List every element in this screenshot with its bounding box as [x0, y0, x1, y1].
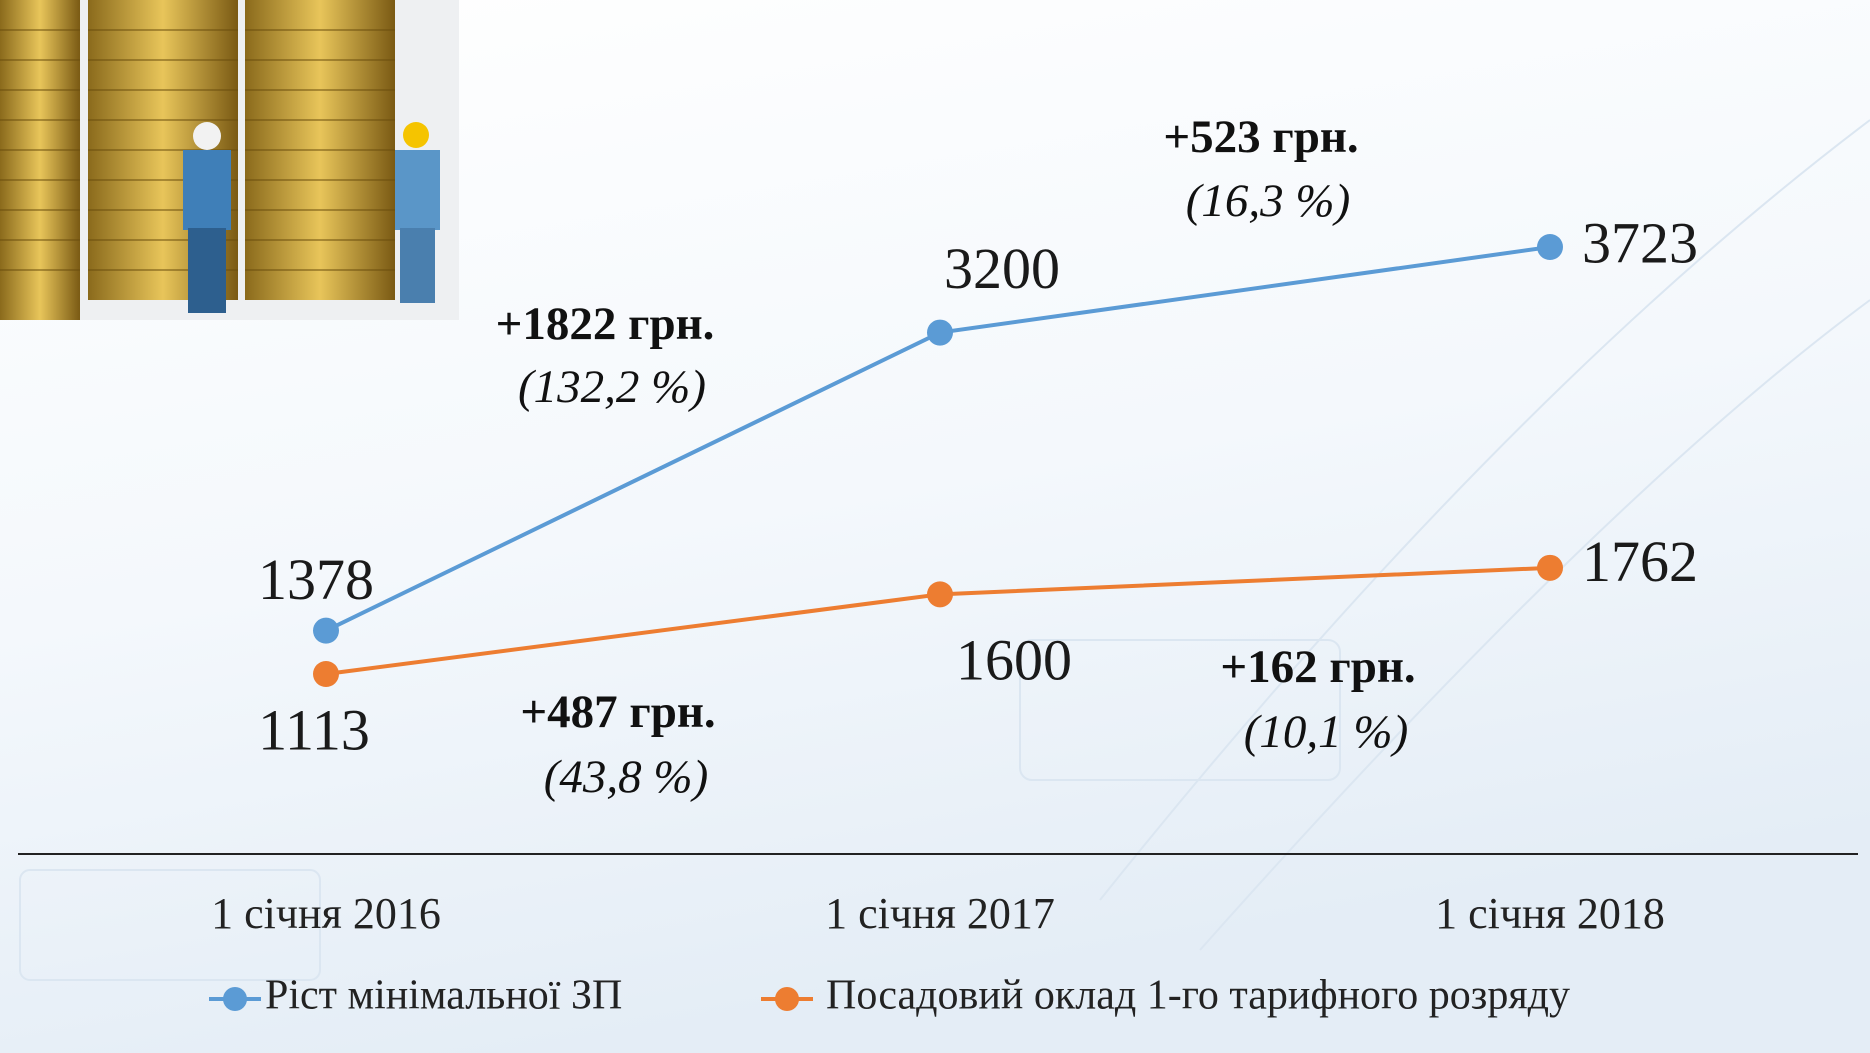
data-label: 1378 [258, 547, 374, 612]
legend-marker [775, 987, 799, 1011]
series-marker [313, 618, 339, 644]
series-marker [313, 661, 339, 687]
annotation-sub: (43,8 %) [544, 751, 708, 803]
annotation: +523 грн. [1163, 111, 1358, 163]
annotation: +1822 грн. [496, 298, 715, 350]
photo [0, 0, 459, 320]
series-marker [927, 581, 953, 607]
legend-marker [223, 987, 247, 1011]
annotation: +487 грн. [520, 686, 715, 738]
data-label: 1762 [1582, 529, 1698, 594]
legend-label: Ріст мінімальної ЗП [265, 973, 622, 1019]
data-label: 1113 [258, 697, 370, 762]
chart: 1 січня 2016 1 січня 2017 1 січня 2018 1378… [0, 0, 1870, 1053]
series-marker [1537, 234, 1563, 260]
x-tick-label: 1 січня 2018 [1435, 889, 1665, 938]
data-label: 3200 [944, 236, 1060, 301]
legend-label: Посадовий оклад 1-го тарифного розряду [826, 973, 1570, 1019]
series-marker [927, 320, 953, 346]
data-label: 1600 [956, 628, 1072, 693]
series-marker [1537, 555, 1563, 581]
x-tick-label: 1 січня 2016 [211, 889, 441, 938]
page: 1 січня 2016 1 січня 2017 1 січня 2018 1378… [0, 0, 1870, 1053]
annotation-sub: (10,1 %) [1244, 706, 1408, 758]
annotation-sub: (132,2 %) [518, 361, 706, 413]
annotation: +162 грн. [1220, 641, 1415, 693]
data-label: 3723 [1582, 210, 1698, 275]
x-tick-label: 1 січня 2017 [825, 889, 1055, 938]
annotation-sub: (16,3 %) [1186, 175, 1350, 227]
